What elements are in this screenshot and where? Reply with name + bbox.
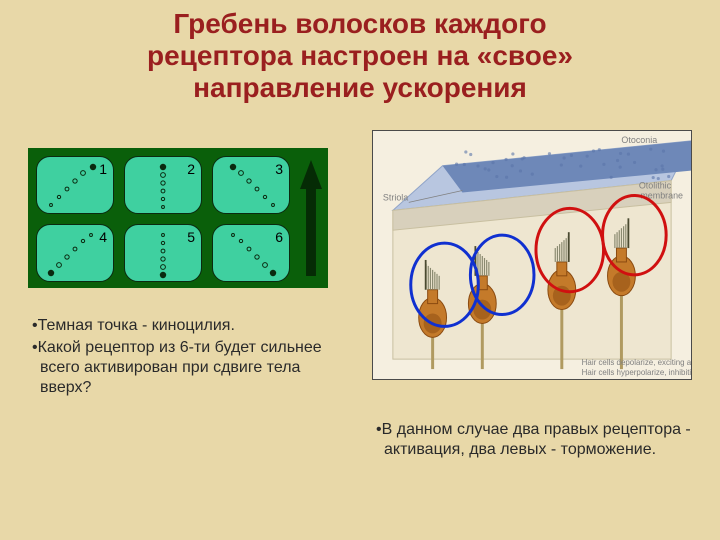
receptor-cell: 3 xyxy=(212,156,290,214)
svg-text:Hair cells hyperpolarize, inhi: Hair cells hyperpolarize, inhibiting aff… xyxy=(582,368,691,377)
receptor-grid-panel: 123 456 xyxy=(28,148,328,288)
svg-text:Hair cells depolarize, excitin: Hair cells depolarize, exciting afferent… xyxy=(582,358,691,367)
cell-dots xyxy=(213,157,291,215)
bullet-item: •В данном случае два правых рецептора - … xyxy=(376,420,696,460)
left-figure: 123 456 xyxy=(28,148,328,288)
up-arrow xyxy=(300,160,322,276)
cell-dots xyxy=(213,225,291,283)
title-line: Гребень волосков каждого xyxy=(0,8,720,40)
svg-text:Striola: Striola xyxy=(383,192,408,202)
left-bullets: •Темная точка - киноцилия. •Какой рецепт… xyxy=(32,316,332,400)
right-caption: •В данном случае два правых рецептора - … xyxy=(376,420,696,460)
cell-dots xyxy=(37,157,115,215)
receptor-cell: 1 xyxy=(36,156,114,214)
svg-text:Otoconia: Otoconia xyxy=(621,135,657,145)
svg-text:Otolithic: Otolithic xyxy=(639,181,672,191)
bullet-item: •Какой рецептор из 6-ти будет сильнее вс… xyxy=(32,338,332,398)
cell-dots xyxy=(125,225,203,283)
title-line: направление ускорения xyxy=(0,72,720,104)
cell-dots xyxy=(37,225,115,283)
receptor-cell: 4 xyxy=(36,224,114,282)
cell-dots xyxy=(125,157,203,215)
slide-title: Гребень волосков каждого рецептора настр… xyxy=(0,0,720,105)
right-figure: StriolaOtoconiaOtolithicmembraneHair cel… xyxy=(372,130,692,380)
receptor-cell: 2 xyxy=(124,156,202,214)
title-line: рецептора настроен на «свое» xyxy=(0,40,720,72)
receptor-cell: 6 xyxy=(212,224,290,282)
otolith-diagram: StriolaOtoconiaOtolithicmembraneHair cel… xyxy=(373,131,691,379)
bullet-item: •Темная точка - киноцилия. xyxy=(32,316,332,336)
receptor-cell: 5 xyxy=(124,224,202,282)
